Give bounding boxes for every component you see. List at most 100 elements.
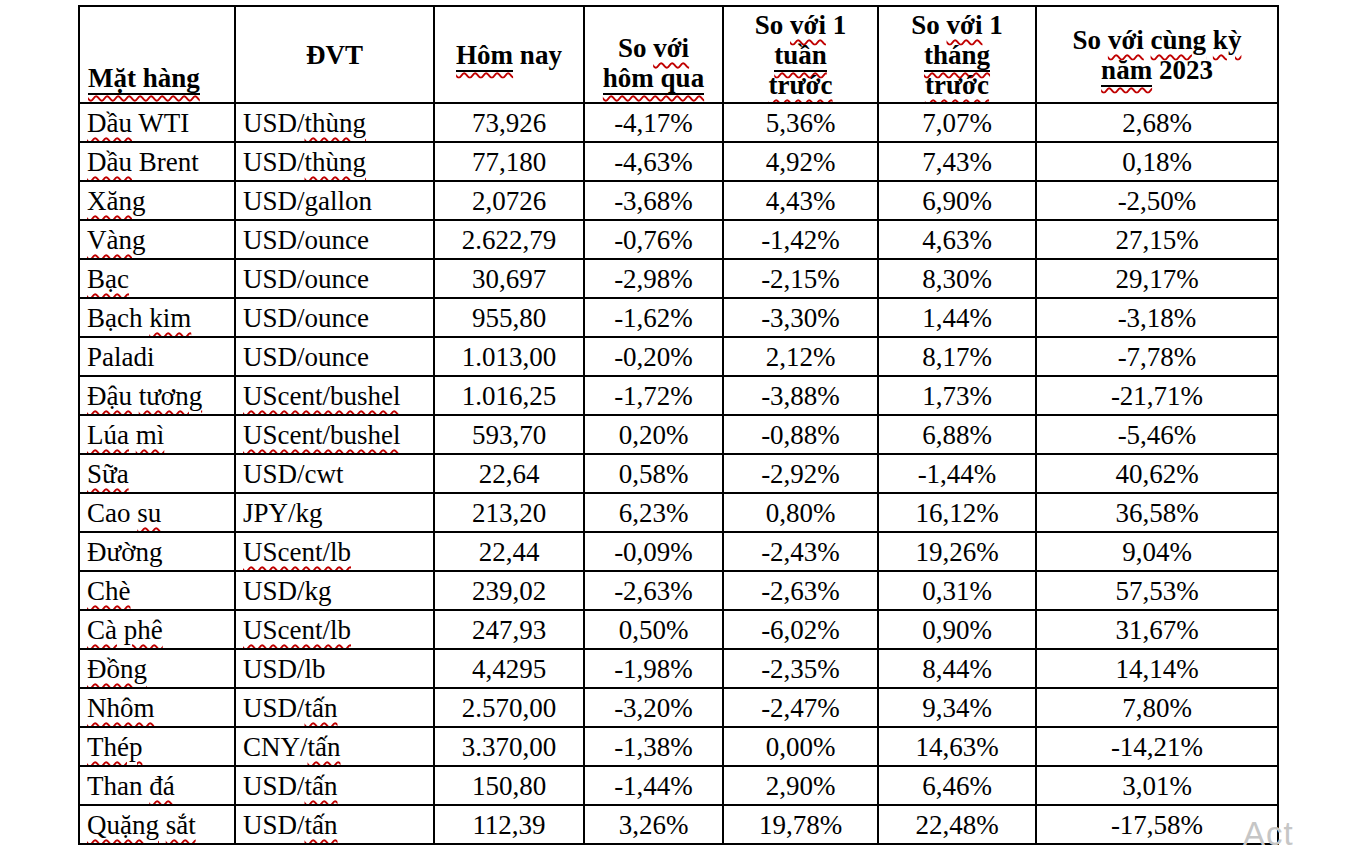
text-segment: Brent (132, 147, 199, 177)
cell-vs-last-month: 22,48% (878, 805, 1036, 844)
cell-today: 77,180 (434, 142, 584, 181)
text-segment: JPY/kg (243, 498, 323, 528)
text-segment: phê (124, 615, 163, 645)
cell-vs-last-week: -2,43% (723, 532, 878, 571)
text-segment: WTI (132, 108, 189, 138)
text-segment: Sữa (87, 459, 129, 489)
cell-vs-last-week: 5,36% (723, 103, 878, 142)
text-segment: tháng (924, 40, 990, 72)
text-segment: USD/ounce (243, 264, 369, 294)
cell-vs-yesterday: -1,62% (584, 298, 723, 337)
text-segment: Xăng (87, 186, 145, 216)
text-segment: Cao (87, 498, 137, 528)
header-row: Mặt hàngĐVTHôm naySo vớihôm quaSo với 1t… (79, 6, 1278, 103)
cell-vs-last-month: 6,46% (878, 766, 1036, 805)
cell-unit: USD/ounce (235, 259, 434, 298)
cell-today: 213,20 (434, 493, 584, 532)
text-segment: su (137, 498, 161, 528)
cell-unit: UScent/bushel (235, 376, 434, 415)
cell-today: 2.570,00 (434, 688, 584, 727)
cell-vs-yesterday: -4,17% (584, 103, 723, 142)
cell-vs-last-week: -2,35% (723, 649, 878, 688)
cell-vs-last-week: 4,92% (723, 142, 878, 181)
header-line: So với 1 (880, 10, 1034, 40)
header-line: So với cùng kỳ (1038, 25, 1276, 55)
text-segment: USD/kg (243, 576, 332, 606)
table-row: ThépCNY/tấn3.370,00-1,38%0,00%14,63%-14,… (79, 727, 1278, 766)
text-segment (132, 381, 139, 411)
text-segment (129, 420, 136, 450)
cell-item: Đường (79, 532, 235, 571)
commodity-price-table: Mặt hàngĐVTHôm naySo vớihôm quaSo với 1t… (78, 5, 1279, 845)
table-row: Lúa mìUScent/bushel593,700,20%-0,88%6,88… (79, 415, 1278, 454)
text-segment: UScent/lb (243, 615, 351, 645)
cell-unit: USD/tấn (235, 805, 434, 844)
text-segment: với (947, 10, 983, 40)
header-line: trước (725, 70, 876, 100)
cell-vs-yesterday: -0,20% (584, 337, 723, 376)
cell-vs-yesterday: 3,26% (584, 805, 723, 844)
text-segment: đá (149, 771, 174, 801)
cell-item: Đồng (79, 649, 235, 688)
text-segment: Thép (87, 732, 142, 762)
cell-vs-last-month: 0,31% (878, 571, 1036, 610)
text-segment: USD/ (243, 147, 305, 177)
text-segment: Dầu (87, 108, 132, 138)
cell-unit: CNY/tấn (235, 727, 434, 766)
text-segment (159, 810, 166, 840)
text-segment: Mặt hàng (88, 63, 200, 95)
cell-vs-last-month: 8,30% (878, 259, 1036, 298)
header-line: Hôm nay (436, 40, 582, 70)
text-segment: USD/ounce (243, 342, 369, 372)
cell-today: 247,93 (434, 610, 584, 649)
cell-today: 22,64 (434, 454, 584, 493)
cell-vs-last-month: 6,88% (878, 415, 1036, 454)
text-segment: tuần (774, 40, 827, 72)
cell-item: Bạch kim (79, 298, 235, 337)
cell-item: Thép (79, 727, 235, 766)
cell-today: 73,926 (434, 103, 584, 142)
text-segment: So (911, 10, 946, 40)
text-segment: Đậu (87, 381, 132, 411)
table-row: ĐườngUScent/lb22,44-0,09%-2,43%19,26%9,0… (79, 532, 1278, 571)
cell-item: Paladi (79, 337, 235, 376)
cell-item: Cao su (79, 493, 235, 532)
cell-vs-last-month: 19,26% (878, 532, 1036, 571)
cell-vs-last-week: -1,42% (723, 220, 878, 259)
text-segment: Hôm (456, 40, 513, 72)
cell-today: 2,0726 (434, 181, 584, 220)
text-segment: nay (513, 40, 562, 70)
cell-unit: USD/thùng (235, 142, 434, 181)
cell-vs-last-week: -2,92% (723, 454, 878, 493)
cell-today: 593,70 (434, 415, 584, 454)
cell-item: Bạc (79, 259, 235, 298)
cell-item: Chè (79, 571, 235, 610)
cell-vs-last-month: 1,73% (878, 376, 1036, 415)
text-segment: 2023 (1152, 55, 1213, 85)
text-segment: UScent/lb (243, 537, 351, 567)
text-segment: CNY/ (243, 732, 308, 762)
cell-vs-last-month: 8,17% (878, 337, 1036, 376)
text-segment: 1 (826, 10, 846, 40)
cell-today: 955,80 (434, 298, 584, 337)
cell-vs-2023: 7,80% (1036, 688, 1278, 727)
cell-item: Dầu Brent (79, 142, 235, 181)
header-line: So với 1 (725, 10, 876, 40)
text-segment: USD/ (243, 810, 305, 840)
cell-vs-last-week: -2,63% (723, 571, 878, 610)
text-segment: thùng (305, 108, 367, 138)
cell-vs-yesterday: -0,76% (584, 220, 723, 259)
cell-unit: UScent/lb (235, 610, 434, 649)
cell-item: Than đá (79, 766, 235, 805)
document-page: Mặt hàngĐVTHôm naySo vớihôm quaSo với 1t… (0, 0, 1350, 851)
text-segment: Vàng (87, 225, 145, 255)
text-segment: Quặng (87, 810, 159, 840)
cell-vs-2023: 9,04% (1036, 532, 1278, 571)
text-segment: với (790, 10, 826, 40)
text-segment: Đường (87, 537, 162, 567)
cell-today: 150,80 (434, 766, 584, 805)
cell-today: 2.622,79 (434, 220, 584, 259)
cell-vs-2023: -17,58% (1036, 805, 1278, 844)
text-segment (117, 615, 124, 645)
text-segment: UScent/bushel (243, 420, 400, 450)
